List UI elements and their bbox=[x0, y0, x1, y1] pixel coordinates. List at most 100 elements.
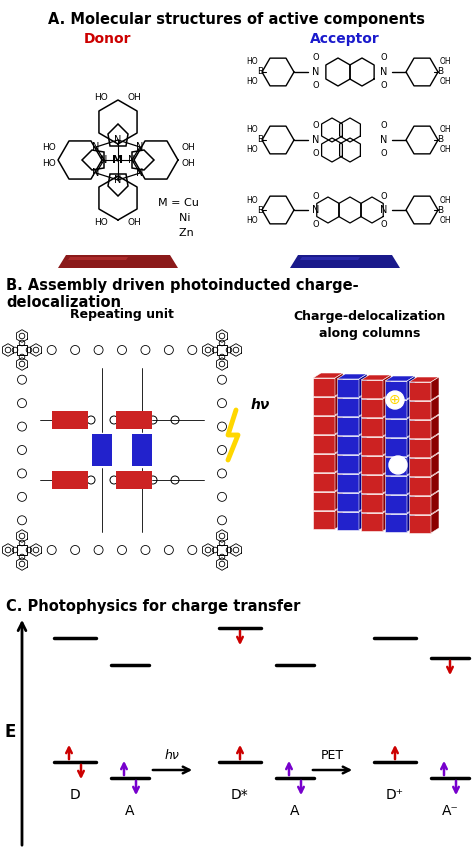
Polygon shape bbox=[337, 374, 367, 379]
Polygon shape bbox=[385, 514, 407, 532]
Text: ⊖: ⊖ bbox=[392, 458, 404, 472]
Text: A: A bbox=[125, 804, 135, 818]
Text: N: N bbox=[92, 168, 100, 178]
Text: O: O bbox=[313, 150, 319, 158]
Polygon shape bbox=[409, 434, 439, 439]
Polygon shape bbox=[407, 452, 415, 475]
Polygon shape bbox=[337, 398, 359, 416]
Text: N: N bbox=[312, 205, 319, 215]
Text: A: A bbox=[290, 804, 300, 818]
Polygon shape bbox=[385, 419, 407, 437]
Polygon shape bbox=[407, 395, 415, 418]
Polygon shape bbox=[313, 378, 335, 396]
Polygon shape bbox=[337, 417, 359, 435]
Polygon shape bbox=[359, 393, 367, 416]
Text: N: N bbox=[380, 67, 388, 77]
Text: HO: HO bbox=[246, 196, 258, 204]
Polygon shape bbox=[407, 471, 415, 494]
Polygon shape bbox=[313, 506, 343, 511]
Text: O: O bbox=[381, 121, 387, 131]
Text: O: O bbox=[381, 220, 387, 228]
Polygon shape bbox=[431, 453, 439, 476]
Text: O: O bbox=[313, 192, 319, 201]
Text: HO: HO bbox=[246, 57, 258, 67]
Polygon shape bbox=[385, 414, 415, 419]
Polygon shape bbox=[337, 379, 359, 397]
Circle shape bbox=[386, 391, 404, 409]
Polygon shape bbox=[313, 411, 343, 416]
Polygon shape bbox=[361, 394, 391, 399]
Text: O: O bbox=[381, 54, 387, 62]
Polygon shape bbox=[290, 255, 400, 268]
Polygon shape bbox=[383, 508, 391, 531]
Polygon shape bbox=[361, 451, 391, 456]
Polygon shape bbox=[335, 487, 343, 510]
Text: OH: OH bbox=[182, 160, 196, 168]
Polygon shape bbox=[409, 439, 431, 457]
Polygon shape bbox=[361, 380, 383, 398]
Text: N: N bbox=[380, 135, 388, 145]
Text: N: N bbox=[114, 135, 122, 145]
Polygon shape bbox=[313, 416, 335, 434]
Polygon shape bbox=[337, 507, 367, 512]
Polygon shape bbox=[335, 373, 343, 396]
Polygon shape bbox=[300, 257, 360, 260]
Polygon shape bbox=[313, 397, 335, 415]
Polygon shape bbox=[337, 493, 359, 511]
Text: E: E bbox=[4, 723, 16, 741]
Text: hν: hν bbox=[164, 749, 180, 762]
Polygon shape bbox=[359, 488, 367, 511]
Polygon shape bbox=[337, 450, 367, 455]
Text: B: B bbox=[257, 135, 263, 144]
Polygon shape bbox=[92, 434, 112, 466]
Polygon shape bbox=[409, 377, 439, 382]
Text: D: D bbox=[70, 788, 81, 802]
Text: HO: HO bbox=[246, 215, 258, 225]
Polygon shape bbox=[313, 392, 343, 397]
Text: ⊕: ⊕ bbox=[389, 393, 401, 407]
Polygon shape bbox=[431, 510, 439, 533]
Polygon shape bbox=[361, 418, 383, 436]
Polygon shape bbox=[431, 377, 439, 400]
Text: N: N bbox=[100, 155, 108, 165]
Polygon shape bbox=[68, 257, 128, 260]
Text: OH: OH bbox=[440, 57, 452, 67]
Polygon shape bbox=[383, 432, 391, 455]
Polygon shape bbox=[359, 412, 367, 435]
Text: N: N bbox=[312, 135, 319, 145]
Text: N: N bbox=[128, 155, 136, 165]
Polygon shape bbox=[409, 477, 431, 495]
Polygon shape bbox=[361, 432, 391, 437]
Text: Charge-delocalization
along columns: Charge-delocalization along columns bbox=[294, 310, 446, 340]
Polygon shape bbox=[385, 476, 407, 494]
Text: O: O bbox=[313, 220, 319, 228]
Polygon shape bbox=[407, 414, 415, 437]
Text: HO: HO bbox=[42, 144, 56, 152]
Text: HO: HO bbox=[42, 160, 56, 168]
Polygon shape bbox=[385, 433, 415, 438]
Polygon shape bbox=[337, 469, 367, 474]
Polygon shape bbox=[313, 454, 335, 472]
Text: OH: OH bbox=[128, 93, 142, 103]
Polygon shape bbox=[335, 449, 343, 472]
Polygon shape bbox=[385, 495, 407, 513]
Polygon shape bbox=[383, 375, 391, 398]
Polygon shape bbox=[407, 490, 415, 513]
Polygon shape bbox=[385, 457, 407, 475]
Text: OH: OH bbox=[128, 217, 142, 227]
Polygon shape bbox=[383, 470, 391, 493]
Text: N: N bbox=[114, 175, 122, 185]
Polygon shape bbox=[335, 506, 343, 529]
Text: N: N bbox=[380, 205, 388, 215]
Polygon shape bbox=[335, 411, 343, 434]
Polygon shape bbox=[335, 468, 343, 491]
Polygon shape bbox=[361, 437, 383, 455]
Text: O: O bbox=[313, 121, 319, 131]
Polygon shape bbox=[409, 396, 439, 401]
Text: D⁺: D⁺ bbox=[386, 788, 404, 802]
Polygon shape bbox=[337, 412, 367, 417]
Text: HO: HO bbox=[246, 78, 258, 86]
Polygon shape bbox=[313, 449, 343, 454]
Polygon shape bbox=[337, 436, 359, 454]
Polygon shape bbox=[361, 470, 391, 475]
